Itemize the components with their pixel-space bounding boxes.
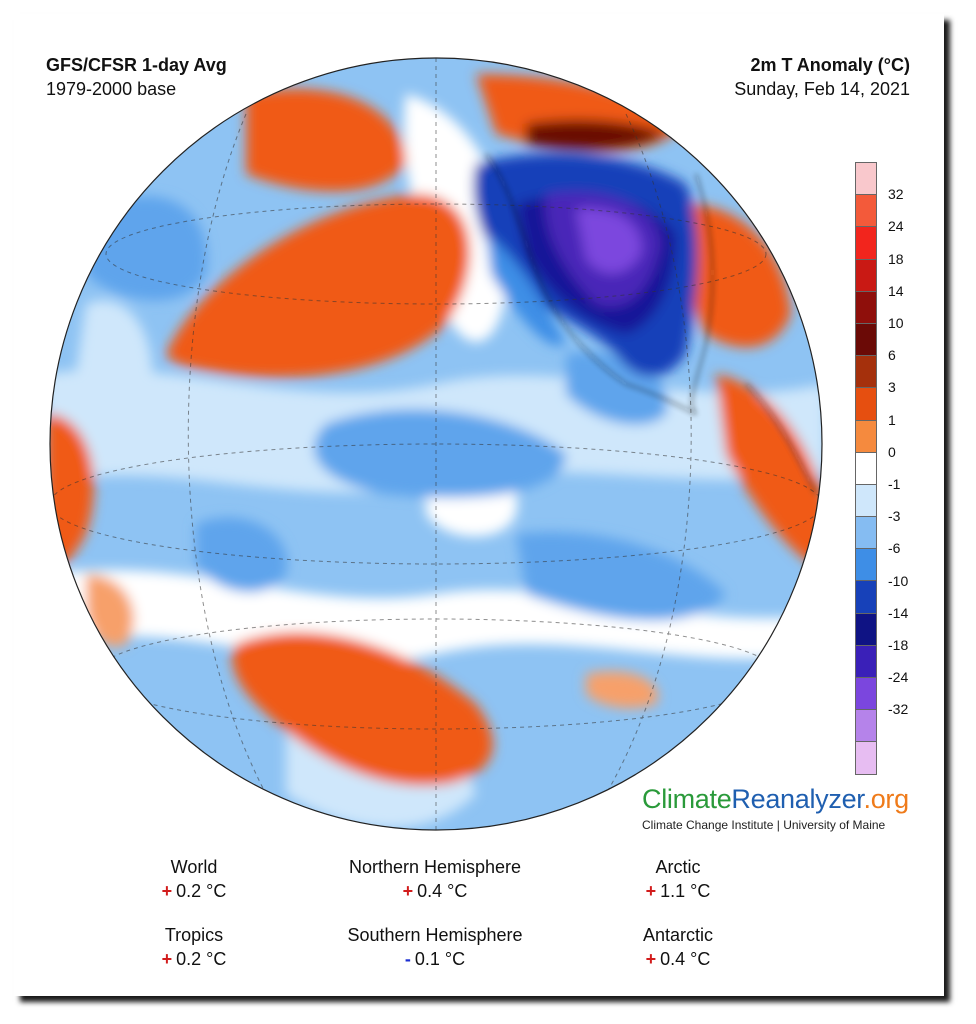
colorbar-swatch (855, 678, 877, 711)
stat-arctic: Arctic +1.1 °C (548, 855, 808, 903)
colorbar-swatch (855, 613, 877, 646)
colorbar-tick-label: 10 (888, 315, 904, 331)
climate-reanalyzer-logo: ClimateReanalyzer.org (642, 784, 909, 815)
map-date: Sunday, Feb 14, 2021 (734, 79, 910, 99)
stat-world: World +0.2 °C (64, 855, 324, 903)
north-pacific-warm-anomaly (166, 194, 470, 378)
colorbar-tick-label: 1 (888, 411, 896, 428)
variable-title: 2m T Anomaly (°C) (750, 55, 910, 75)
coastlines (485, 153, 817, 495)
south-pacific-warm-anomaly (232, 632, 493, 786)
colorbar-tick-label: 6 (888, 347, 896, 364)
stat-sign: + (161, 881, 173, 901)
stat-label: World (170, 857, 218, 877)
stat-sign: - (404, 949, 411, 969)
colorbar-swatch (855, 420, 877, 453)
globe-outline (49, 57, 823, 831)
colorbar-swatch (855, 581, 877, 614)
colorbar-tick-label: -24 (888, 669, 909, 686)
colorbar-tick-label: -3 (888, 508, 901, 525)
colorbar-tick-label: 18 (888, 250, 904, 267)
colorbar-swatch (855, 388, 877, 421)
colorbar-tick-label: -6 (888, 540, 901, 557)
colorbar-swatch (855, 742, 877, 775)
colorbar-tick-label: -1 (888, 476, 901, 492)
stat-label: Tropics (164, 925, 224, 945)
stat-label: Northern Hemisphere (348, 857, 522, 877)
colorbar-swatch (855, 323, 877, 357)
stat-value: 0.4 °C (660, 949, 711, 969)
stat-value: 0.2 °C (176, 949, 227, 969)
stat-label: Southern Hemisphere (347, 925, 523, 945)
stat-northern-hemisphere: Northern Hemisphere +0.4 °C (305, 855, 565, 903)
colorbar-swatch (855, 291, 877, 324)
colorbar-swatch (855, 162, 877, 196)
colorbar-tick-label: -14 (888, 604, 909, 621)
colorbar-tick-label: 0 (888, 443, 896, 460)
stat-sign: + (402, 881, 414, 901)
brand-part-reanalyzer: Reanalyzer (731, 784, 864, 814)
colorbar-swatch (855, 195, 877, 228)
colorbar-swatch (855, 484, 877, 518)
stat-label: Arctic (655, 857, 701, 877)
stat-sign: + (645, 949, 657, 969)
colorbar-tick-label: 14 (888, 282, 904, 299)
colorbar-tick-label: -32 (888, 701, 909, 718)
colorbar-tick-label: 32 (888, 186, 904, 203)
stat-value: 1.1 °C (660, 881, 711, 901)
colorbar-swatch (855, 356, 877, 389)
stat-value: 0.4 °C (417, 881, 468, 901)
atlantic-warm-anomaly (682, 204, 791, 348)
colorbar-tick-label: -10 (888, 572, 909, 589)
colorbar-tick-label: 24 (888, 218, 904, 235)
stat-sign: + (645, 881, 657, 901)
baseline-period: 1979-2000 base (46, 79, 177, 99)
stat-sign: + (161, 949, 173, 969)
brand-part-climate: Climate (642, 784, 732, 814)
temperature-anomaly-globe-map (49, 57, 823, 831)
stat-tropics: Tropics +0.2 °C (64, 923, 324, 971)
stat-southern-hemisphere: Southern Hemisphere -0.1 °C (305, 923, 565, 971)
temperature-color-scale: 32 24 18 14 10 6 3 1 0 -1 -3 -6 -10 -14 -18 -24 -32 (855, 162, 908, 775)
stat-label: Antarctic (642, 925, 714, 945)
colorbar-swatch (855, 710, 877, 743)
stat-value: 0.1 °C (414, 949, 466, 969)
colorbar-swatch (855, 549, 877, 582)
colorbar-swatch (855, 259, 877, 292)
colorbar-swatch (855, 517, 877, 550)
product-title: GFS/CFSR 1-day Avg (46, 55, 227, 75)
colorbar-swatch (855, 452, 877, 485)
colorbar-tick-label: 3 (888, 379, 896, 396)
stat-value: 0.2 °C (176, 881, 227, 901)
colorbar-tick-label: -18 (888, 637, 909, 653)
stat-antarctic: Antarctic +0.4 °C (548, 923, 808, 971)
brand-part-org: .org (863, 784, 910, 814)
colorbar-swatch (855, 227, 877, 260)
brand-subtitle: Climate Change Institute | University of… (642, 818, 886, 832)
colorbar-swatch (855, 645, 877, 678)
